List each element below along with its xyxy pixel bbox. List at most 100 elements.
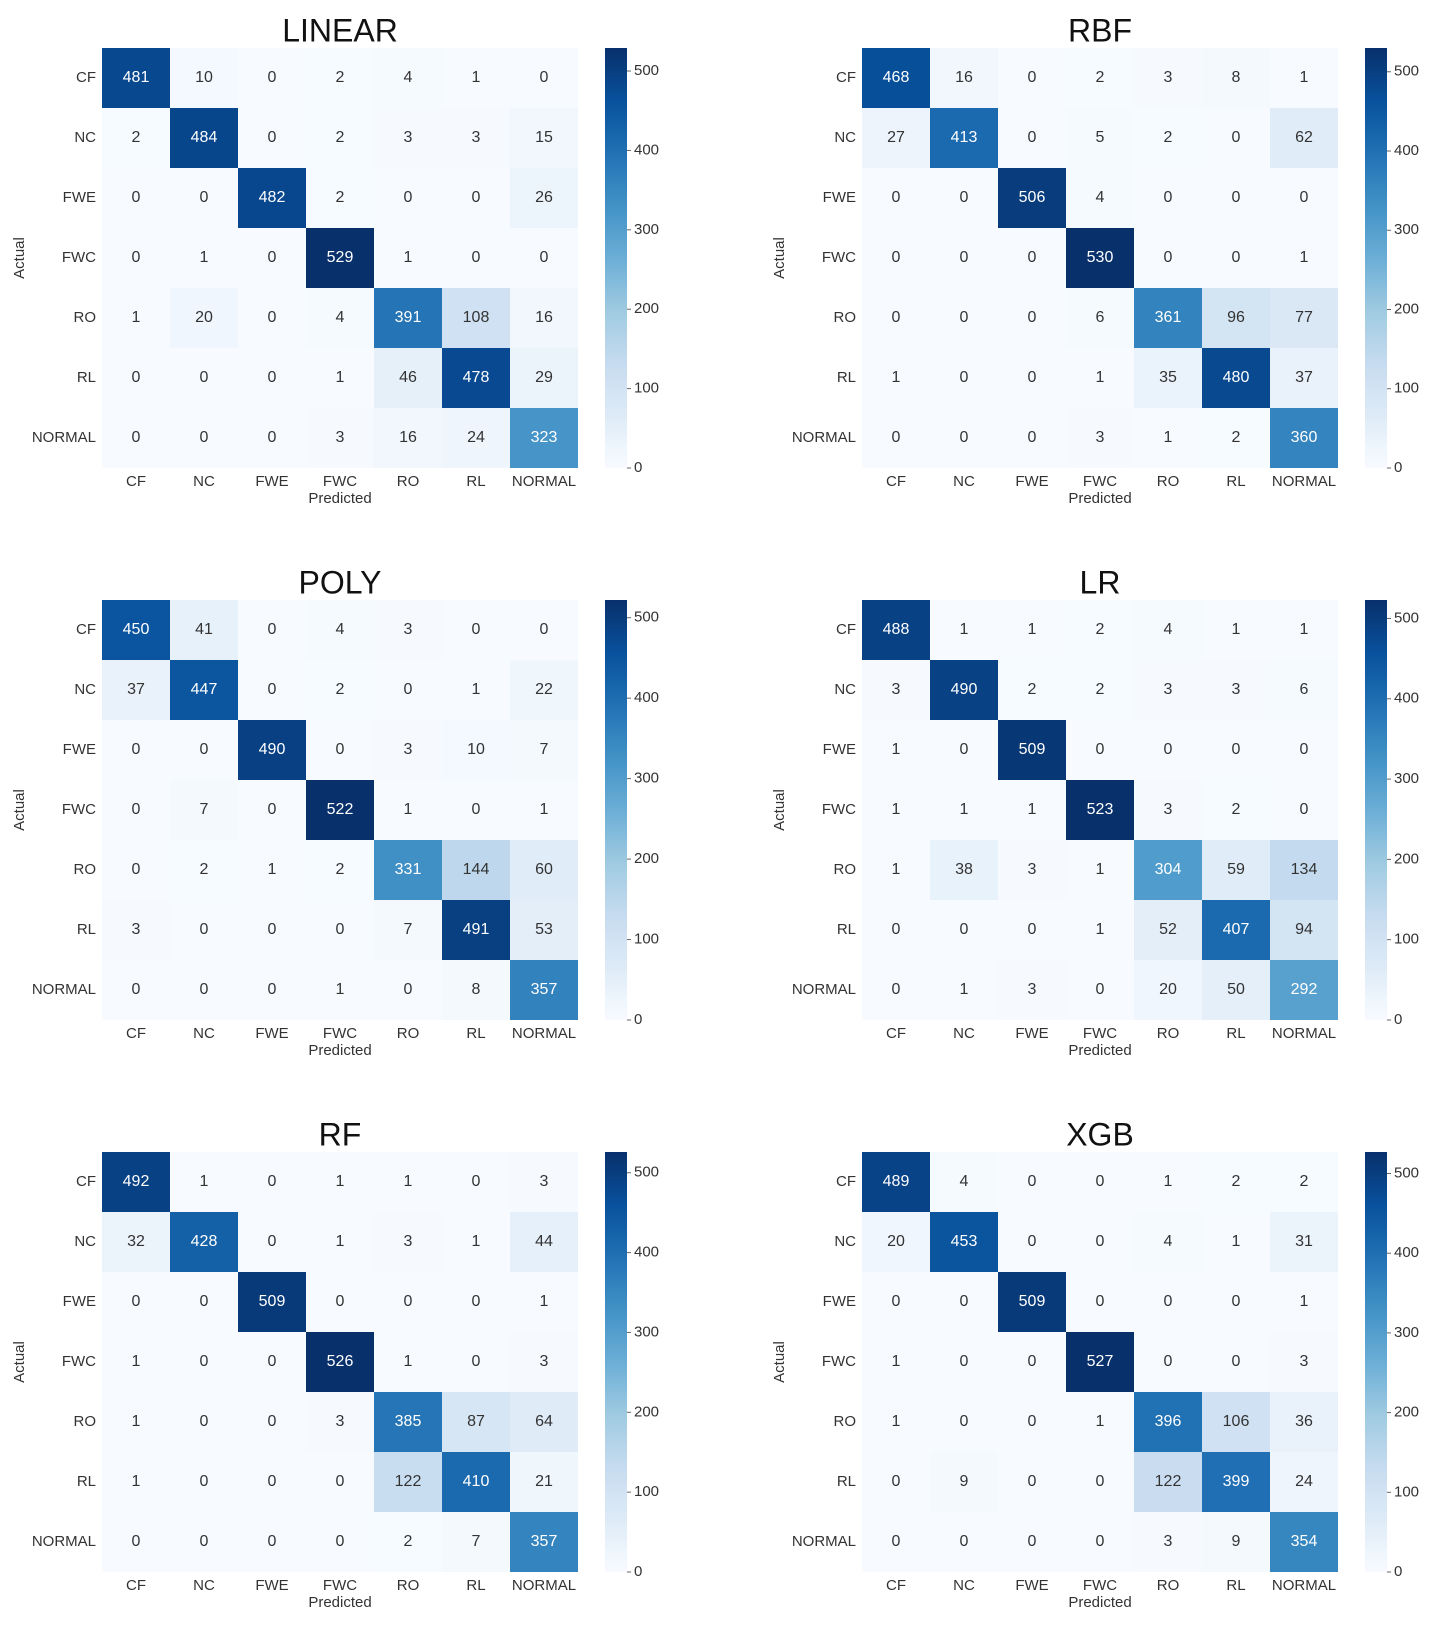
cell-label: 21 bbox=[535, 1473, 553, 1490]
cell-label: 509 bbox=[259, 1293, 286, 1310]
heatmap-cell bbox=[1202, 720, 1270, 780]
y-axis-label: Actual bbox=[11, 1341, 28, 1383]
heatmap-cell bbox=[442, 168, 510, 228]
heatmap-cell bbox=[998, 780, 1066, 840]
heatmap-cell bbox=[862, 1452, 930, 1512]
heatmap-cell bbox=[862, 1512, 930, 1572]
heatmap-cell bbox=[862, 108, 930, 168]
cell-label: 0 bbox=[1232, 1353, 1241, 1370]
x-tick-label: NORMAL bbox=[1272, 1025, 1336, 1042]
heatmap-cell bbox=[930, 900, 998, 960]
heatmap-cell bbox=[102, 1212, 170, 1272]
cell-label: 7 bbox=[404, 921, 413, 938]
heatmap-cell bbox=[998, 168, 1066, 228]
heatmap-cell bbox=[1134, 1452, 1202, 1512]
colorbar-tick-label: 200 bbox=[634, 850, 659, 867]
heatmap-cell bbox=[1066, 168, 1134, 228]
heatmap-cell bbox=[998, 348, 1066, 408]
cell-label: 4 bbox=[336, 621, 345, 638]
x-tick-label: NC bbox=[193, 1577, 215, 1594]
cell-label: 323 bbox=[531, 429, 558, 446]
cell-label: 0 bbox=[472, 1353, 481, 1370]
x-axis-label: Predicted bbox=[1068, 1042, 1131, 1059]
heatmap-cell bbox=[442, 288, 510, 348]
heatmap-cell bbox=[1202, 1512, 1270, 1572]
y-tick-label: CF bbox=[76, 1173, 96, 1190]
cell-label: 1 bbox=[1028, 621, 1037, 638]
heatmap-cell bbox=[238, 1272, 306, 1332]
cell-label: 3 bbox=[540, 1353, 549, 1370]
heatmap-cell bbox=[170, 960, 238, 1020]
heatmap-cell bbox=[998, 408, 1066, 468]
heatmap-cell bbox=[1134, 660, 1202, 720]
cell-label: 20 bbox=[195, 309, 213, 326]
heatmap-cell bbox=[170, 900, 238, 960]
heatmap-cell bbox=[102, 1512, 170, 1572]
x-tick-label: RO bbox=[397, 1025, 420, 1042]
heatmap-cell bbox=[1066, 1272, 1134, 1332]
x-tick-label: NORMAL bbox=[1272, 473, 1336, 490]
cell-label: 0 bbox=[892, 189, 901, 206]
heatmap-cell bbox=[170, 780, 238, 840]
cell-label: 7 bbox=[200, 801, 209, 818]
cell-label: 0 bbox=[472, 801, 481, 818]
heatmap-cell bbox=[998, 1392, 1066, 1452]
x-tick-label: RL bbox=[1226, 1025, 1245, 1042]
colorbar-tick-label: 300 bbox=[1394, 221, 1419, 238]
cell-label: 52 bbox=[1159, 921, 1177, 938]
heatmap-cell bbox=[998, 1212, 1066, 1272]
cell-label: 0 bbox=[336, 1293, 345, 1310]
heatmap-cell bbox=[998, 960, 1066, 1020]
cell-label: 0 bbox=[132, 369, 141, 386]
heatmap-cell bbox=[102, 780, 170, 840]
cell-label: 1 bbox=[268, 861, 277, 878]
cell-label: 1 bbox=[336, 981, 345, 998]
cell-label: 16 bbox=[955, 69, 973, 86]
cell-label: 0 bbox=[132, 801, 141, 818]
cell-label: 37 bbox=[1295, 369, 1313, 386]
heatmap-cell bbox=[102, 168, 170, 228]
heatmap-cell bbox=[1202, 1272, 1270, 1332]
heatmap-cell bbox=[306, 1152, 374, 1212]
cell-label: 1 bbox=[1300, 1293, 1309, 1310]
cell-label: 1 bbox=[404, 801, 413, 818]
cell-label: 16 bbox=[535, 309, 553, 326]
heatmap-cell bbox=[510, 780, 578, 840]
y-axis-label: Actual bbox=[11, 789, 28, 831]
heatmap-cell bbox=[862, 840, 930, 900]
y-axis-label: Actual bbox=[771, 789, 788, 831]
cell-label: 4 bbox=[1164, 621, 1173, 638]
heatmap-cell bbox=[510, 840, 578, 900]
heatmap-cell bbox=[1066, 780, 1134, 840]
heatmap-cell bbox=[1202, 408, 1270, 468]
heatmap-cell bbox=[102, 840, 170, 900]
heatmap-cell bbox=[170, 720, 238, 780]
colorbar-tick-label: 500 bbox=[1394, 1164, 1419, 1181]
y-tick-label: CF bbox=[76, 621, 96, 638]
cell-label: 1 bbox=[892, 801, 901, 818]
heatmap-cell bbox=[1270, 1452, 1338, 1512]
heatmap-cell bbox=[510, 1452, 578, 1512]
cell-label: 480 bbox=[1223, 369, 1250, 386]
cell-label: 0 bbox=[1232, 741, 1241, 758]
y-tick-label: FWE bbox=[63, 1293, 96, 1310]
heatmap-cell bbox=[510, 1272, 578, 1332]
cell-label: 1 bbox=[336, 369, 345, 386]
heatmap-cell bbox=[442, 1212, 510, 1272]
x-tick-label: RL bbox=[1226, 473, 1245, 490]
cell-label: 0 bbox=[404, 681, 413, 698]
cell-label: 0 bbox=[268, 69, 277, 86]
heatmap-cell bbox=[1202, 1332, 1270, 1392]
cell-label: 26 bbox=[535, 189, 553, 206]
cell-label: 3 bbox=[1232, 681, 1241, 698]
cell-label: 0 bbox=[540, 69, 549, 86]
cell-label: 3 bbox=[336, 429, 345, 446]
heatmap-cell bbox=[1134, 840, 1202, 900]
colorbar bbox=[1365, 600, 1387, 1020]
heatmap-cell bbox=[1270, 48, 1338, 108]
heatmap-cell bbox=[238, 408, 306, 468]
x-axis-label: Predicted bbox=[308, 1594, 371, 1611]
cell-label: 0 bbox=[268, 1173, 277, 1190]
cell-label: 488 bbox=[883, 621, 910, 638]
